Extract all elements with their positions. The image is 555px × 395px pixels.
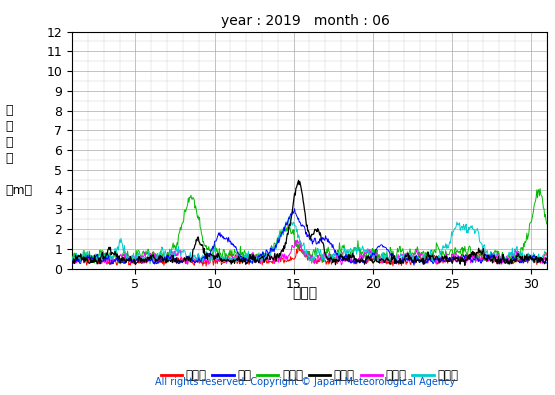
Text: All rights reserved. Copyright © Japan Meteorological Agency: All rights reserved. Copyright © Japan M…	[155, 377, 455, 387]
Text: year : 2019   month : 06: year : 2019 month : 06	[221, 14, 390, 28]
Text: （日）: （日）	[292, 286, 318, 300]
Legend: 上ノ国, 唐桑, 石岐崎, 経ヶ岸, 生月島, 屋久島: 上ノ国, 唐桑, 石岐崎, 経ヶ岸, 生月島, 屋久島	[156, 365, 463, 387]
Text: 有
義
波
高

（m）: 有 義 波 高 （m）	[6, 103, 33, 197]
